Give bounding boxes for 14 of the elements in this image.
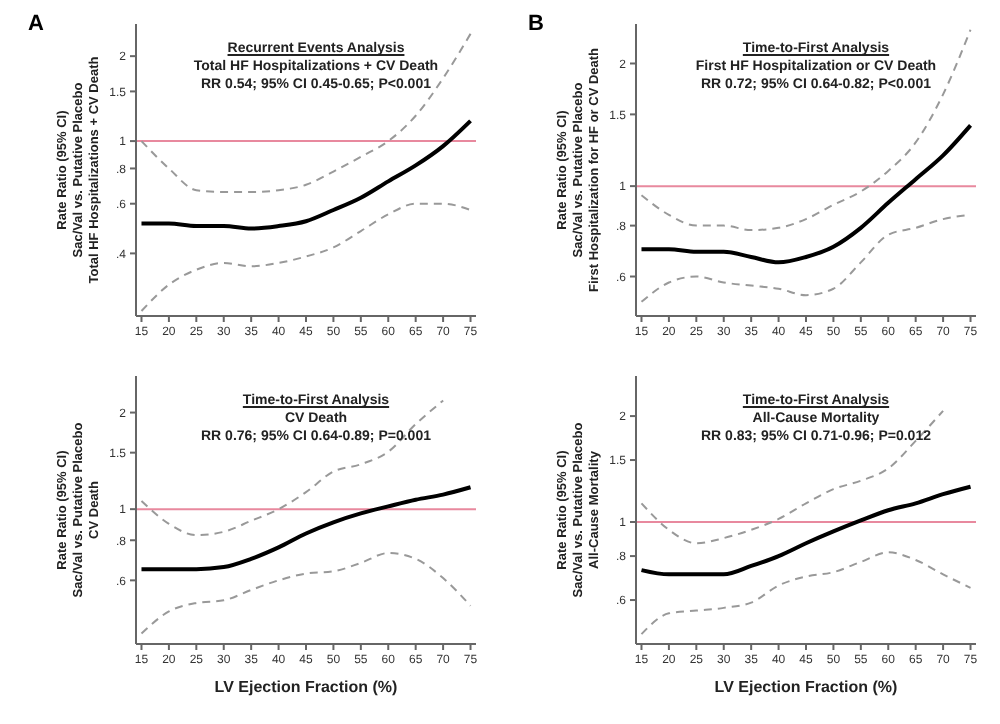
line-series	[639, 123, 973, 265]
line-series	[140, 552, 472, 635]
line-series	[640, 28, 972, 232]
line-series	[140, 202, 472, 312]
x-axis-title: LV Ejection Fraction (%)	[214, 678, 399, 696]
line-series	[640, 409, 945, 545]
line-series	[640, 551, 972, 636]
text: B	[528, 12, 544, 36]
x-axis-title: LV Ejection Fraction (%)	[714, 678, 899, 696]
line-series	[139, 485, 473, 572]
line-series	[139, 118, 473, 231]
text: A	[28, 12, 44, 36]
line-series	[639, 484, 973, 577]
line-series	[140, 32, 472, 194]
